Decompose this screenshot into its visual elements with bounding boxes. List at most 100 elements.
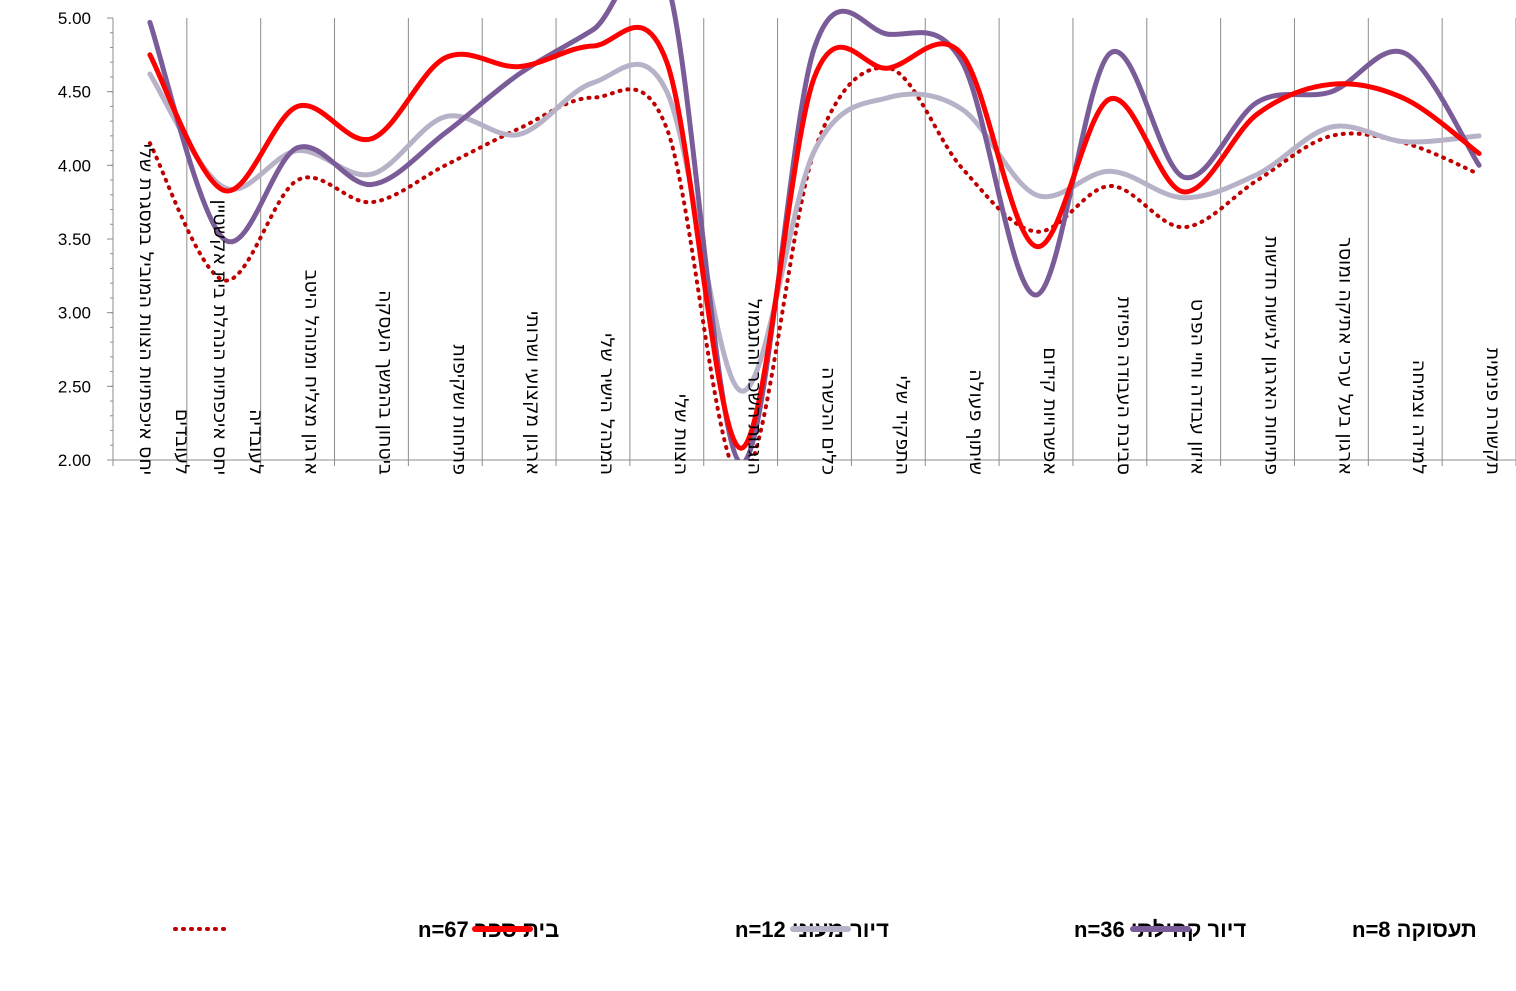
data-point xyxy=(960,107,964,111)
category-label: כלים והכשרה xyxy=(818,367,840,475)
data-point xyxy=(1329,82,1333,86)
data-point xyxy=(813,149,817,153)
data-point xyxy=(443,115,447,119)
category-label: סביבת העבודה הפיזית xyxy=(1113,297,1135,475)
category-label: ארגון מצליח ומנוהל היטב xyxy=(301,270,323,475)
data-point xyxy=(1034,230,1038,234)
y-tick-label: 4.00 xyxy=(58,156,91,175)
category-label: תקשורת פנימית xyxy=(1482,348,1504,475)
data-point xyxy=(739,446,743,450)
data-point xyxy=(1108,51,1112,55)
y-tick-label: 3.50 xyxy=(58,230,91,249)
data-point xyxy=(1403,140,1407,144)
data-point xyxy=(739,476,743,480)
data-point xyxy=(1182,225,1186,229)
data-point xyxy=(1477,134,1481,138)
category-label: ביטחון בהמשך העסקה xyxy=(374,290,396,475)
data-point xyxy=(1034,193,1038,197)
data-point xyxy=(369,183,373,187)
data-point xyxy=(739,461,743,465)
category-label: ארגון בעל ערכי אתיקה ומוסר xyxy=(1334,237,1356,475)
category-label: התפקיד שלי xyxy=(891,376,913,475)
data-point xyxy=(369,137,373,141)
data-point xyxy=(591,81,595,85)
category-label: אפשרויות קידום xyxy=(1039,347,1061,475)
data-point xyxy=(739,389,743,393)
category-label: שיתוף פעולה xyxy=(965,369,987,475)
data-point xyxy=(1182,196,1186,200)
data-point xyxy=(1403,97,1407,101)
category-label: איזון עבודה וחיי הפרט xyxy=(1187,299,1209,475)
data-point xyxy=(517,132,521,136)
series-line-1 xyxy=(147,65,1482,460)
data-point xyxy=(1256,100,1260,104)
data-point xyxy=(148,20,152,24)
data-point xyxy=(369,172,373,176)
data-point xyxy=(1256,178,1260,182)
x-axis-category-labels: יחס איכפתיות הצוות המוביל במסגרת שלי לעוב… xyxy=(135,144,1504,475)
y-axis-ticks: 5.00 4.50 4.00 3.50 3.00 2.50 2.00 xyxy=(58,9,91,470)
data-point xyxy=(443,131,447,135)
data-point xyxy=(591,28,595,32)
category-label: ארגון מקצועי ושרותי xyxy=(522,311,544,475)
data-point xyxy=(591,96,595,100)
data-point xyxy=(1256,112,1260,116)
y-tick-label: 3.00 xyxy=(58,304,91,323)
data-point xyxy=(1108,184,1112,188)
data-point xyxy=(960,166,964,170)
data-point xyxy=(148,53,152,57)
data-point xyxy=(1477,163,1481,167)
y-tick-label: 2.50 xyxy=(58,377,91,396)
data-point xyxy=(1403,51,1407,55)
data-point xyxy=(1477,172,1481,176)
data-point xyxy=(1108,97,1112,101)
series-line-4 xyxy=(147,0,1482,460)
data-point xyxy=(443,56,447,60)
data-point xyxy=(443,163,447,167)
data-point xyxy=(296,146,300,150)
data-point xyxy=(222,188,226,192)
data-point xyxy=(517,127,521,131)
data-point xyxy=(813,75,817,79)
data-point xyxy=(517,72,521,76)
data-point xyxy=(1182,175,1186,179)
data-point xyxy=(1182,190,1186,194)
data-point xyxy=(296,178,300,182)
category-label: יחס איכפתיות הצוות המוביל במסגרת שלי xyxy=(135,144,157,475)
data-point xyxy=(296,104,300,108)
category-label: פתיחות הארגון לגישות חדשות xyxy=(1261,236,1283,475)
y-tick-label: 4.50 xyxy=(58,83,91,102)
data-point xyxy=(960,53,964,57)
legend-label-4: תעסוקה n=8 xyxy=(1352,917,1477,942)
data-point xyxy=(886,96,890,100)
series-lines xyxy=(147,0,1482,480)
data-point xyxy=(517,65,521,69)
data-point xyxy=(1329,90,1333,94)
category-label: הוגנות השכר והתגמול xyxy=(744,299,766,475)
category-label: הצוות שלי xyxy=(670,394,692,475)
category-label: לעובדים xyxy=(171,409,193,475)
data-point xyxy=(1034,293,1038,297)
data-point xyxy=(1329,134,1333,138)
data-point xyxy=(813,46,817,50)
data-point xyxy=(665,60,669,64)
data-point xyxy=(665,90,669,94)
category-label: למידה וצמיחה xyxy=(1408,360,1430,475)
y-tick-label: 2.00 xyxy=(58,451,91,470)
data-point xyxy=(886,66,890,70)
series-line-2 xyxy=(147,24,1482,451)
data-point xyxy=(886,32,890,36)
data-point xyxy=(1477,152,1481,156)
category-label: המנהל הישיר שלי xyxy=(596,333,618,475)
data-point xyxy=(1256,172,1260,176)
axes xyxy=(107,17,1516,466)
data-point xyxy=(148,72,152,76)
category-label: פתיחות ושקיפות xyxy=(448,344,470,475)
data-point xyxy=(1329,125,1333,129)
data-point xyxy=(1034,244,1038,248)
data-point xyxy=(665,127,669,131)
data-point xyxy=(591,44,595,48)
data-point xyxy=(369,200,373,204)
